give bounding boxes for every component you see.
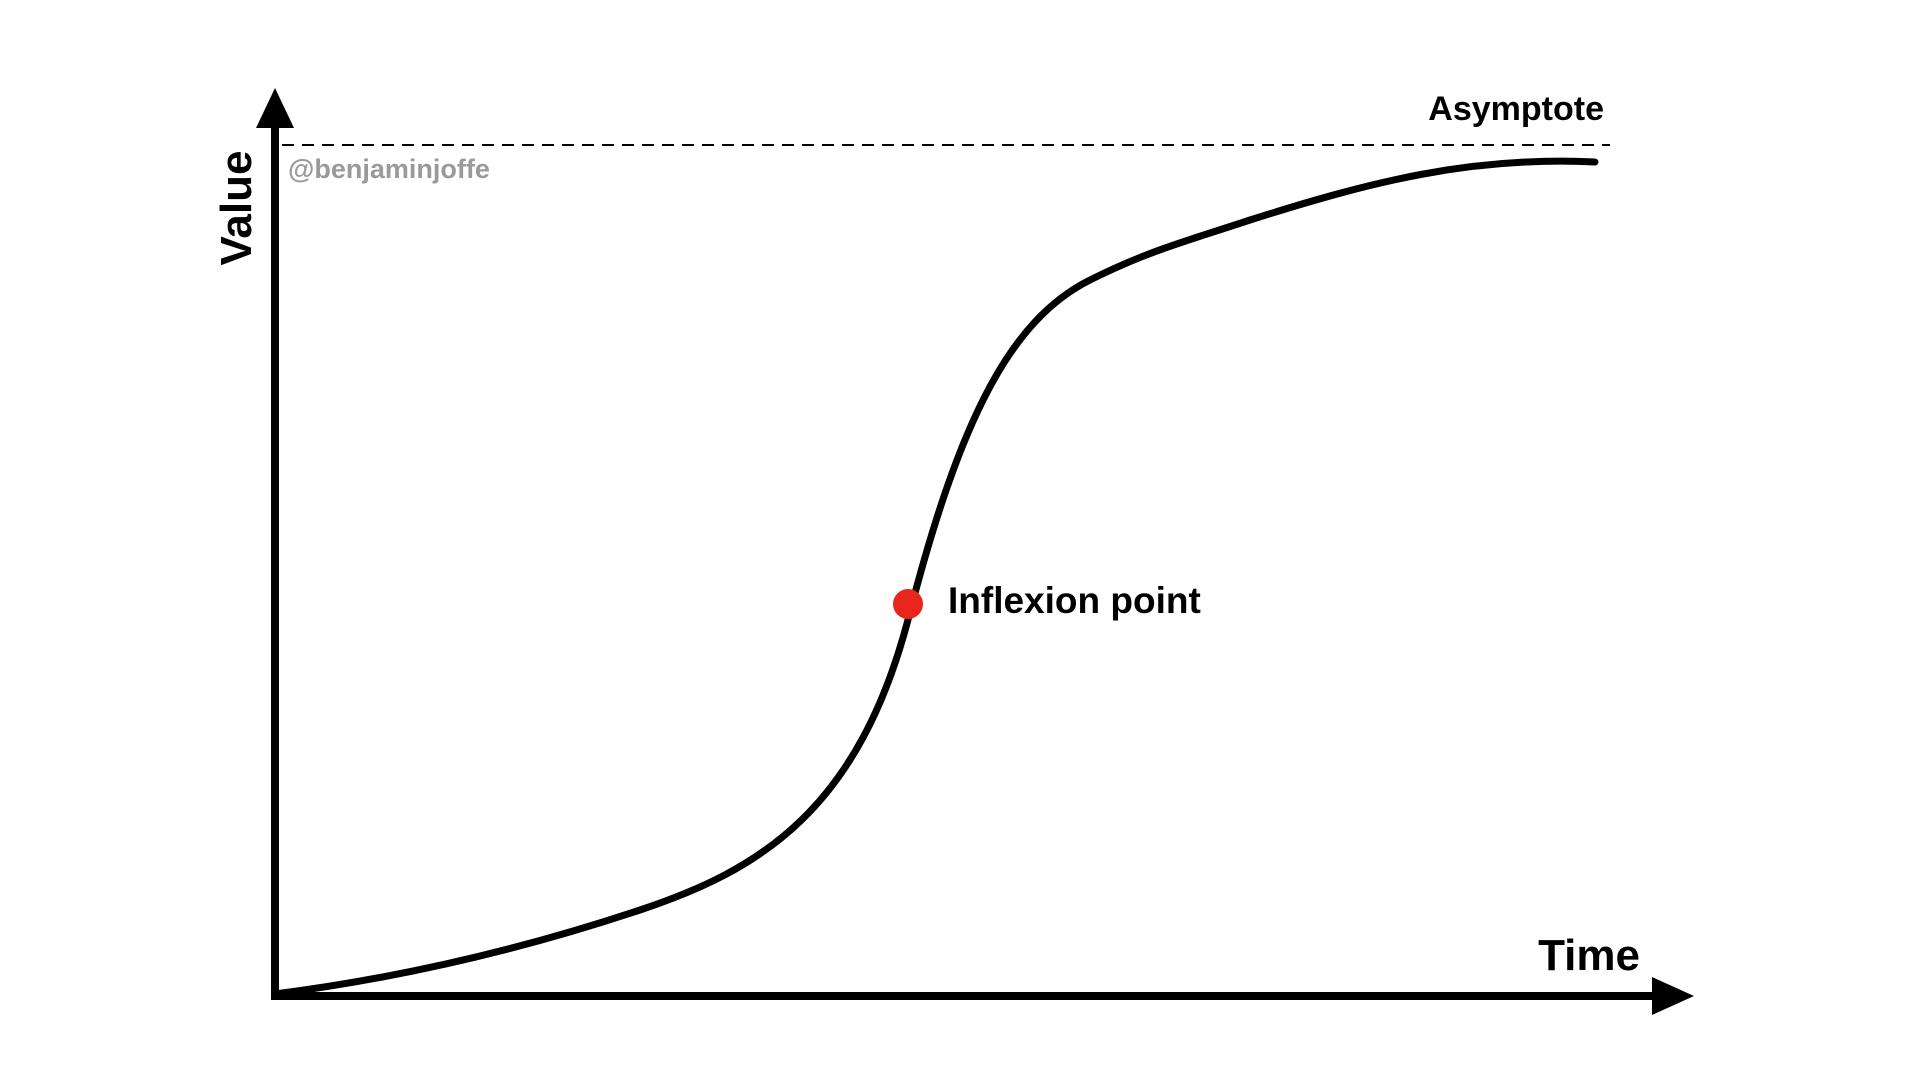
credit-label: @benjaminjoffe <box>288 154 490 184</box>
inflexion-point-marker <box>893 589 923 619</box>
s-curve-line <box>271 157 1599 998</box>
asymptote-label: Asymptote <box>1428 90 1604 128</box>
x-axis-arrowhead <box>1652 977 1694 1015</box>
y-axis-arrowhead <box>256 88 294 128</box>
y-axis-label: Value <box>212 151 261 266</box>
x-axis-label: Time <box>1538 931 1640 980</box>
inflexion-point-label: Inflexion point <box>948 580 1201 621</box>
